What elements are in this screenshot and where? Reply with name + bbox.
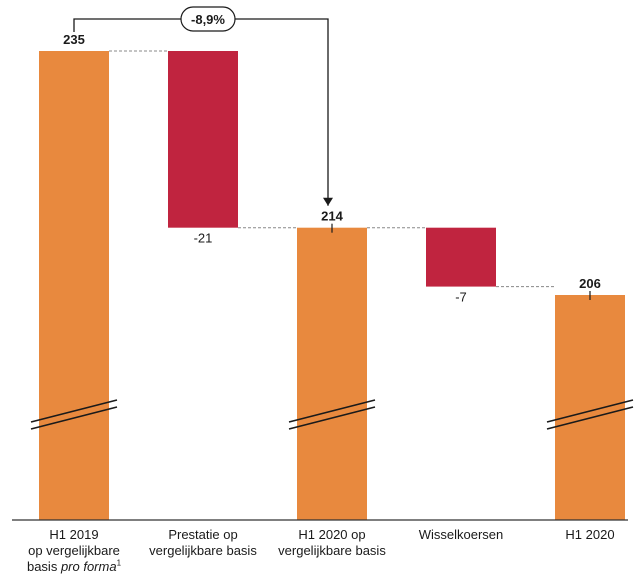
bar-h1-2020 <box>555 295 625 520</box>
change-badge <box>180 6 236 32</box>
category-label-line: basis pro forma1 <box>4 559 144 575</box>
value-label-prestatie: -21 <box>194 231 213 246</box>
bar-prestatie <box>168 51 238 228</box>
axis-break-mark <box>546 399 634 430</box>
bar-wisselkoersen <box>426 227 496 287</box>
change-badge-label: -8,9% <box>191 12 225 27</box>
footnote-marker: 1 <box>116 558 122 568</box>
arrow-head <box>323 197 333 206</box>
category-label-line: H1 2019 <box>49 527 99 542</box>
axis-break-mark <box>30 399 118 430</box>
category-label-line: op vergelijkbare <box>28 543 120 558</box>
axis-break-mark <box>288 399 376 430</box>
category-label-wisselkoersen: Wisselkoersen <box>391 527 531 543</box>
category-label-line: H1 2020 op <box>298 527 366 542</box>
bar-h1-2019 <box>39 51 109 520</box>
category-label-h1-2019: H1 2019 op vergelijkbare basis pro forma… <box>4 527 144 575</box>
value-label-wisselkoersen: -7 <box>455 290 467 305</box>
category-label-line: Wisselkoersen <box>418 527 504 542</box>
category-label-text: basis <box>26 559 61 574</box>
category-label-line: vergelijkbare basis <box>278 543 386 558</box>
category-label-prestatie: Prestatie op vergelijkbare basis <box>133 527 273 559</box>
category-label-h1-2020-vergelijkbaar: H1 2020 op vergelijkbare basis <box>262 527 402 559</box>
category-label-h1-2020: H1 2020 <box>520 527 642 543</box>
bar-h1-2020-vergelijkbaar <box>297 227 367 521</box>
value-label-h1-2020-vergelijkbaar: 214 <box>321 209 343 224</box>
category-label-line: H1 2020 <box>565 527 615 542</box>
value-label-h1-2020: 206 <box>579 276 601 291</box>
category-label-line: vergelijkbare basis <box>149 543 257 558</box>
value-label-h1-2019: 235 <box>63 32 85 47</box>
category-label-italic: pro forma <box>60 559 117 574</box>
category-label-line: Prestatie op <box>168 527 238 542</box>
